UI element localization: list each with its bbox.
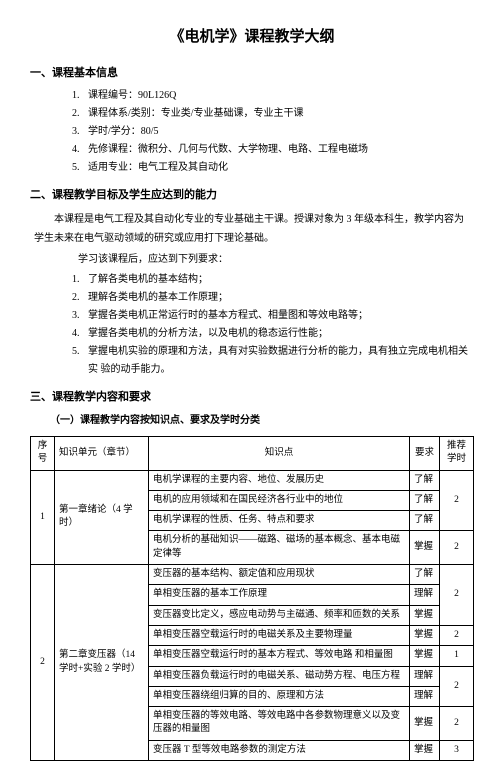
cell-point: 单相变压器绕组归算的目的、原理和方法 [149,686,410,706]
cell-point: 单相变压器的等效电路、等效电路中各参数物理意义以及变压器的相量图 [149,707,410,741]
list-number: 1. [72,271,88,289]
list-number: 2. [72,289,88,307]
list-item: 3.掌握各类电机正常运行时的基本方程式、相量图和等效电路等； [72,307,474,325]
section3-heading: 三、课程教学内容和要求 [30,389,474,406]
list-number: 5. [72,159,88,177]
cell-point: 变压器的基本结构、额定值和应用现状 [149,565,410,585]
cell-req: 掌握 [410,646,440,666]
cell-point: 单相变压器空载运行时的电磁关系及主要物理量 [149,625,410,645]
list-number: 1. [72,87,88,105]
cell-point: 单相变压器的基本工作原理 [149,585,410,605]
list-text: 先修课程：微积分、几何与代数、大学物理、电路、工程电磁场 [88,141,368,159]
cell-req: 掌握 [410,625,440,645]
cell-req: 了解 [410,490,440,510]
table-row: 1第一章绪论（4 学时）电机学课程的主要内容、地位、发展历史了解2 [31,470,474,490]
cell-req: 理解 [410,585,440,605]
syllabus-table: 序号 知识单元（章节） 知识点 要求 推荐学时 1第一章绪论（4 学时）电机学课… [30,436,474,761]
list-text: 掌握电机实验的原理和方法，具有对实验数据进行分析的能力，具有独立完成电机相关实 … [88,343,474,379]
cell-point: 变压器 T 型等效电路参数的测定方法 [149,740,410,760]
list-number: 2. [72,105,88,123]
list-text: 课程体系/类别：专业类/专业基础课，专业主干课 [88,105,304,123]
cell-hours: 2 [440,625,474,645]
table-body: 1第一章绪论（4 学时）电机学课程的主要内容、地位、发展历史了解2电机的应用领域… [31,470,474,760]
cell-unit: 第二章变压器（14 学时+实验 2 学时） [55,565,149,761]
cell-req: 掌握 [410,605,440,625]
list-text: 掌握各类电机正常运行时的基本方程式、相量图和等效电路等； [88,307,368,325]
th-unit: 知识单元（章节） [55,437,149,471]
list-text: 理解各类电机的基本工作原理； [88,289,228,307]
section3-subtitle: （一）课程教学内容按知识点、要求及学时分类 [30,413,474,428]
th-seq: 序号 [31,437,55,471]
cell-point: 电机学课程的性质、任务、特点和要求 [149,511,410,531]
list-item: 1.了解各类电机的基本结构； [72,271,474,289]
list-text: 课程编号：90L126Q [88,87,176,105]
list-number: 5. [72,343,88,379]
section1-list: 1.课程编号：90L126Q2.课程体系/类别：专业类/专业基础课，专业主干课3… [30,87,474,177]
section2-para1: 本课程是电气工程及其自动化专业的专业基础主干课。授课对象为 3 年级本科生，教学… [30,210,474,248]
list-number: 4. [72,141,88,159]
list-item: 2.理解各类电机的基本工作原理； [72,289,474,307]
cell-point: 单相变压器负载运行时的电磁关系、磁动势方程、电压方程 [149,666,410,686]
section1-heading: 一、课程基本信息 [30,65,474,82]
cell-point: 电机分析的基础知识——磁路、磁场的基本概念、基本电磁定律等 [149,531,410,565]
cell-req: 理解 [410,666,440,686]
cell-hours: 1 [440,646,474,666]
list-text: 了解各类电机的基本结构； [88,271,208,289]
cell-hours: 2 [440,470,474,531]
cell-seq: 1 [31,470,55,564]
list-item: 4.掌握各类电机的分析方法，以及电机的稳态运行性能； [72,325,474,343]
cell-hours: 3 [440,740,474,760]
list-item: 2.课程体系/类别：专业类/专业基础课，专业主干课 [72,105,474,123]
cell-req: 了解 [410,511,440,531]
table-header-row: 序号 知识单元（章节） 知识点 要求 推荐学时 [31,437,474,471]
section2-list: 1.了解各类电机的基本结构；2.理解各类电机的基本工作原理；3.掌握各类电机正常… [30,271,474,379]
list-text: 学时/学分：80/5 [88,123,159,141]
th-hours: 推荐学时 [440,437,474,471]
cell-hours: 2 [440,531,474,565]
list-item: 4.先修课程：微积分、几何与代数、大学物理、电路、工程电磁场 [72,141,474,159]
list-number: 4. [72,325,88,343]
cell-unit: 第一章绪论（4 学时） [55,470,149,564]
cell-req: 掌握 [410,707,440,741]
list-item: 3.学时/学分：80/5 [72,123,474,141]
list-item: 5.掌握电机实验的原理和方法，具有对实验数据进行分析的能力，具有独立完成电机相关… [72,343,474,379]
cell-req: 掌握 [410,740,440,760]
list-number: 3. [72,307,88,325]
page-title: 《电机学》课程教学大纲 [30,26,474,49]
cell-seq: 2 [31,565,55,761]
cell-point: 单相变压器空载运行时的基本方程式、等效电路 和相量图 [149,646,410,666]
cell-point: 变压器变比定义，感应电动势与主磁通、频率和匝数的关系 [149,605,410,625]
cell-hours: 2 [440,565,474,626]
cell-point: 电机的应用领域和在国民经济各行业中的地位 [149,490,410,510]
list-text: 适用专业：电气工程及其自动化 [88,159,228,177]
list-text: 掌握各类电机的分析方法，以及电机的稳态运行性能； [88,325,328,343]
th-point: 知识点 [149,437,410,471]
section2-heading: 二、课程教学目标及学生应达到的能力 [30,187,474,204]
cell-req: 了解 [410,565,440,585]
section2-para2: 学习该课程后，应达到下列要求： [30,250,474,269]
table-row: 2第二章变压器（14 学时+实验 2 学时）变压器的基本结构、额定值和应用现状了… [31,565,474,585]
cell-req: 理解 [410,686,440,706]
cell-point: 电机学课程的主要内容、地位、发展历史 [149,470,410,490]
cell-hours: 2 [440,707,474,741]
list-item: 5.适用专业：电气工程及其自动化 [72,159,474,177]
cell-hours: 2 [440,666,474,707]
list-item: 1.课程编号：90L126Q [72,87,474,105]
cell-req: 掌握 [410,531,440,565]
list-number: 3. [72,123,88,141]
cell-req: 了解 [410,470,440,490]
th-req: 要求 [410,437,440,471]
